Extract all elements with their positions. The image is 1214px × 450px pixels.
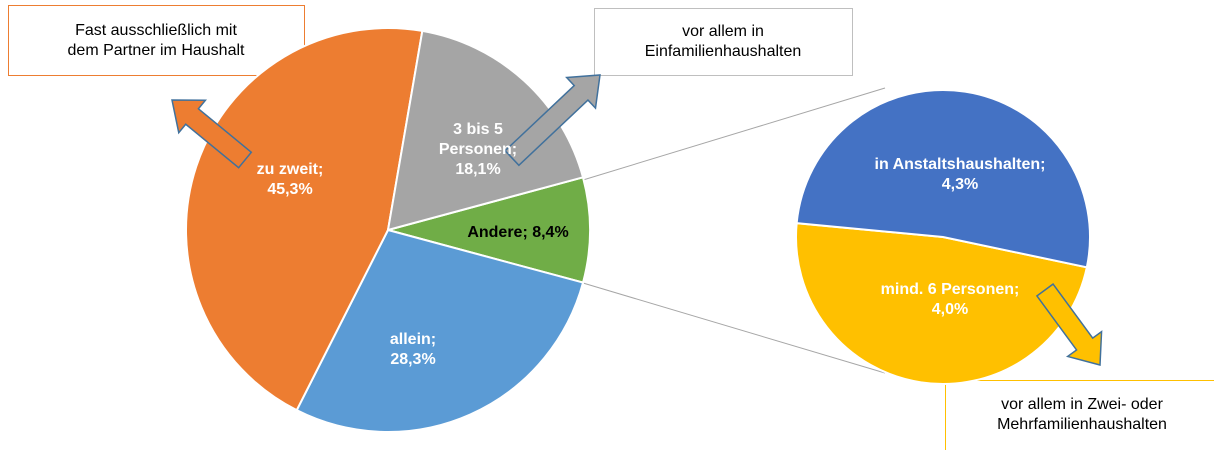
data-label-line: 3 bis 5 — [453, 121, 503, 138]
data-label: Andere; 8,4% — [467, 224, 568, 241]
pie-slice — [384, 176, 591, 284]
annotation: Mehrfamilienhaushalten — [997, 416, 1167, 433]
callout-box — [594, 8, 853, 76]
data-label-line: 4,3% — [942, 176, 978, 193]
data-label-line: 4,0% — [932, 301, 968, 318]
annotation: dem Partner im Haushalt — [68, 42, 246, 59]
data-label-line: allein; — [390, 331, 436, 348]
connector-line — [582, 87, 886, 181]
data-label: allein; 28,3% — [390, 331, 436, 368]
connector-line — [582, 282, 886, 374]
data-label: zu zweit; 45,3% — [257, 161, 324, 198]
data-label-line: in Anstaltshaushalten; — [875, 156, 1046, 173]
data-label-line: Personen; — [439, 141, 517, 158]
data-label-line: zu zweit; — [257, 161, 324, 178]
pie-slice — [795, 89, 1091, 269]
data-label: mind. 6 Personen; 4,0% — [881, 281, 1020, 318]
callout-arrow — [1035, 283, 1103, 366]
annotation: Einfamilienhaushalten — [645, 43, 802, 60]
pie-slice — [386, 29, 585, 232]
data-label-line: 18,1% — [455, 161, 500, 178]
data-label-line: Andere; 8,4% — [467, 224, 568, 241]
annotation: Fast ausschließlich mit — [75, 22, 237, 39]
pie-slice — [185, 27, 424, 412]
pie-slice — [295, 228, 585, 433]
callout-arrow — [171, 99, 253, 169]
data-label-line: 45,3% — [267, 181, 312, 198]
data-label-line: mind. 6 Personen; — [881, 281, 1020, 298]
data-label: 3 bis 5 Personen; 18,1% — [439, 121, 517, 178]
callout-box — [8, 5, 305, 76]
data-label: in Anstaltshaushalten; 4,3% — [875, 156, 1046, 193]
data-label-line: 28,3% — [390, 351, 435, 368]
annotation: vor allem in — [682, 23, 764, 40]
callout-arrow — [504, 74, 601, 167]
annotation: vor allem in Zwei- oder — [1001, 396, 1164, 413]
